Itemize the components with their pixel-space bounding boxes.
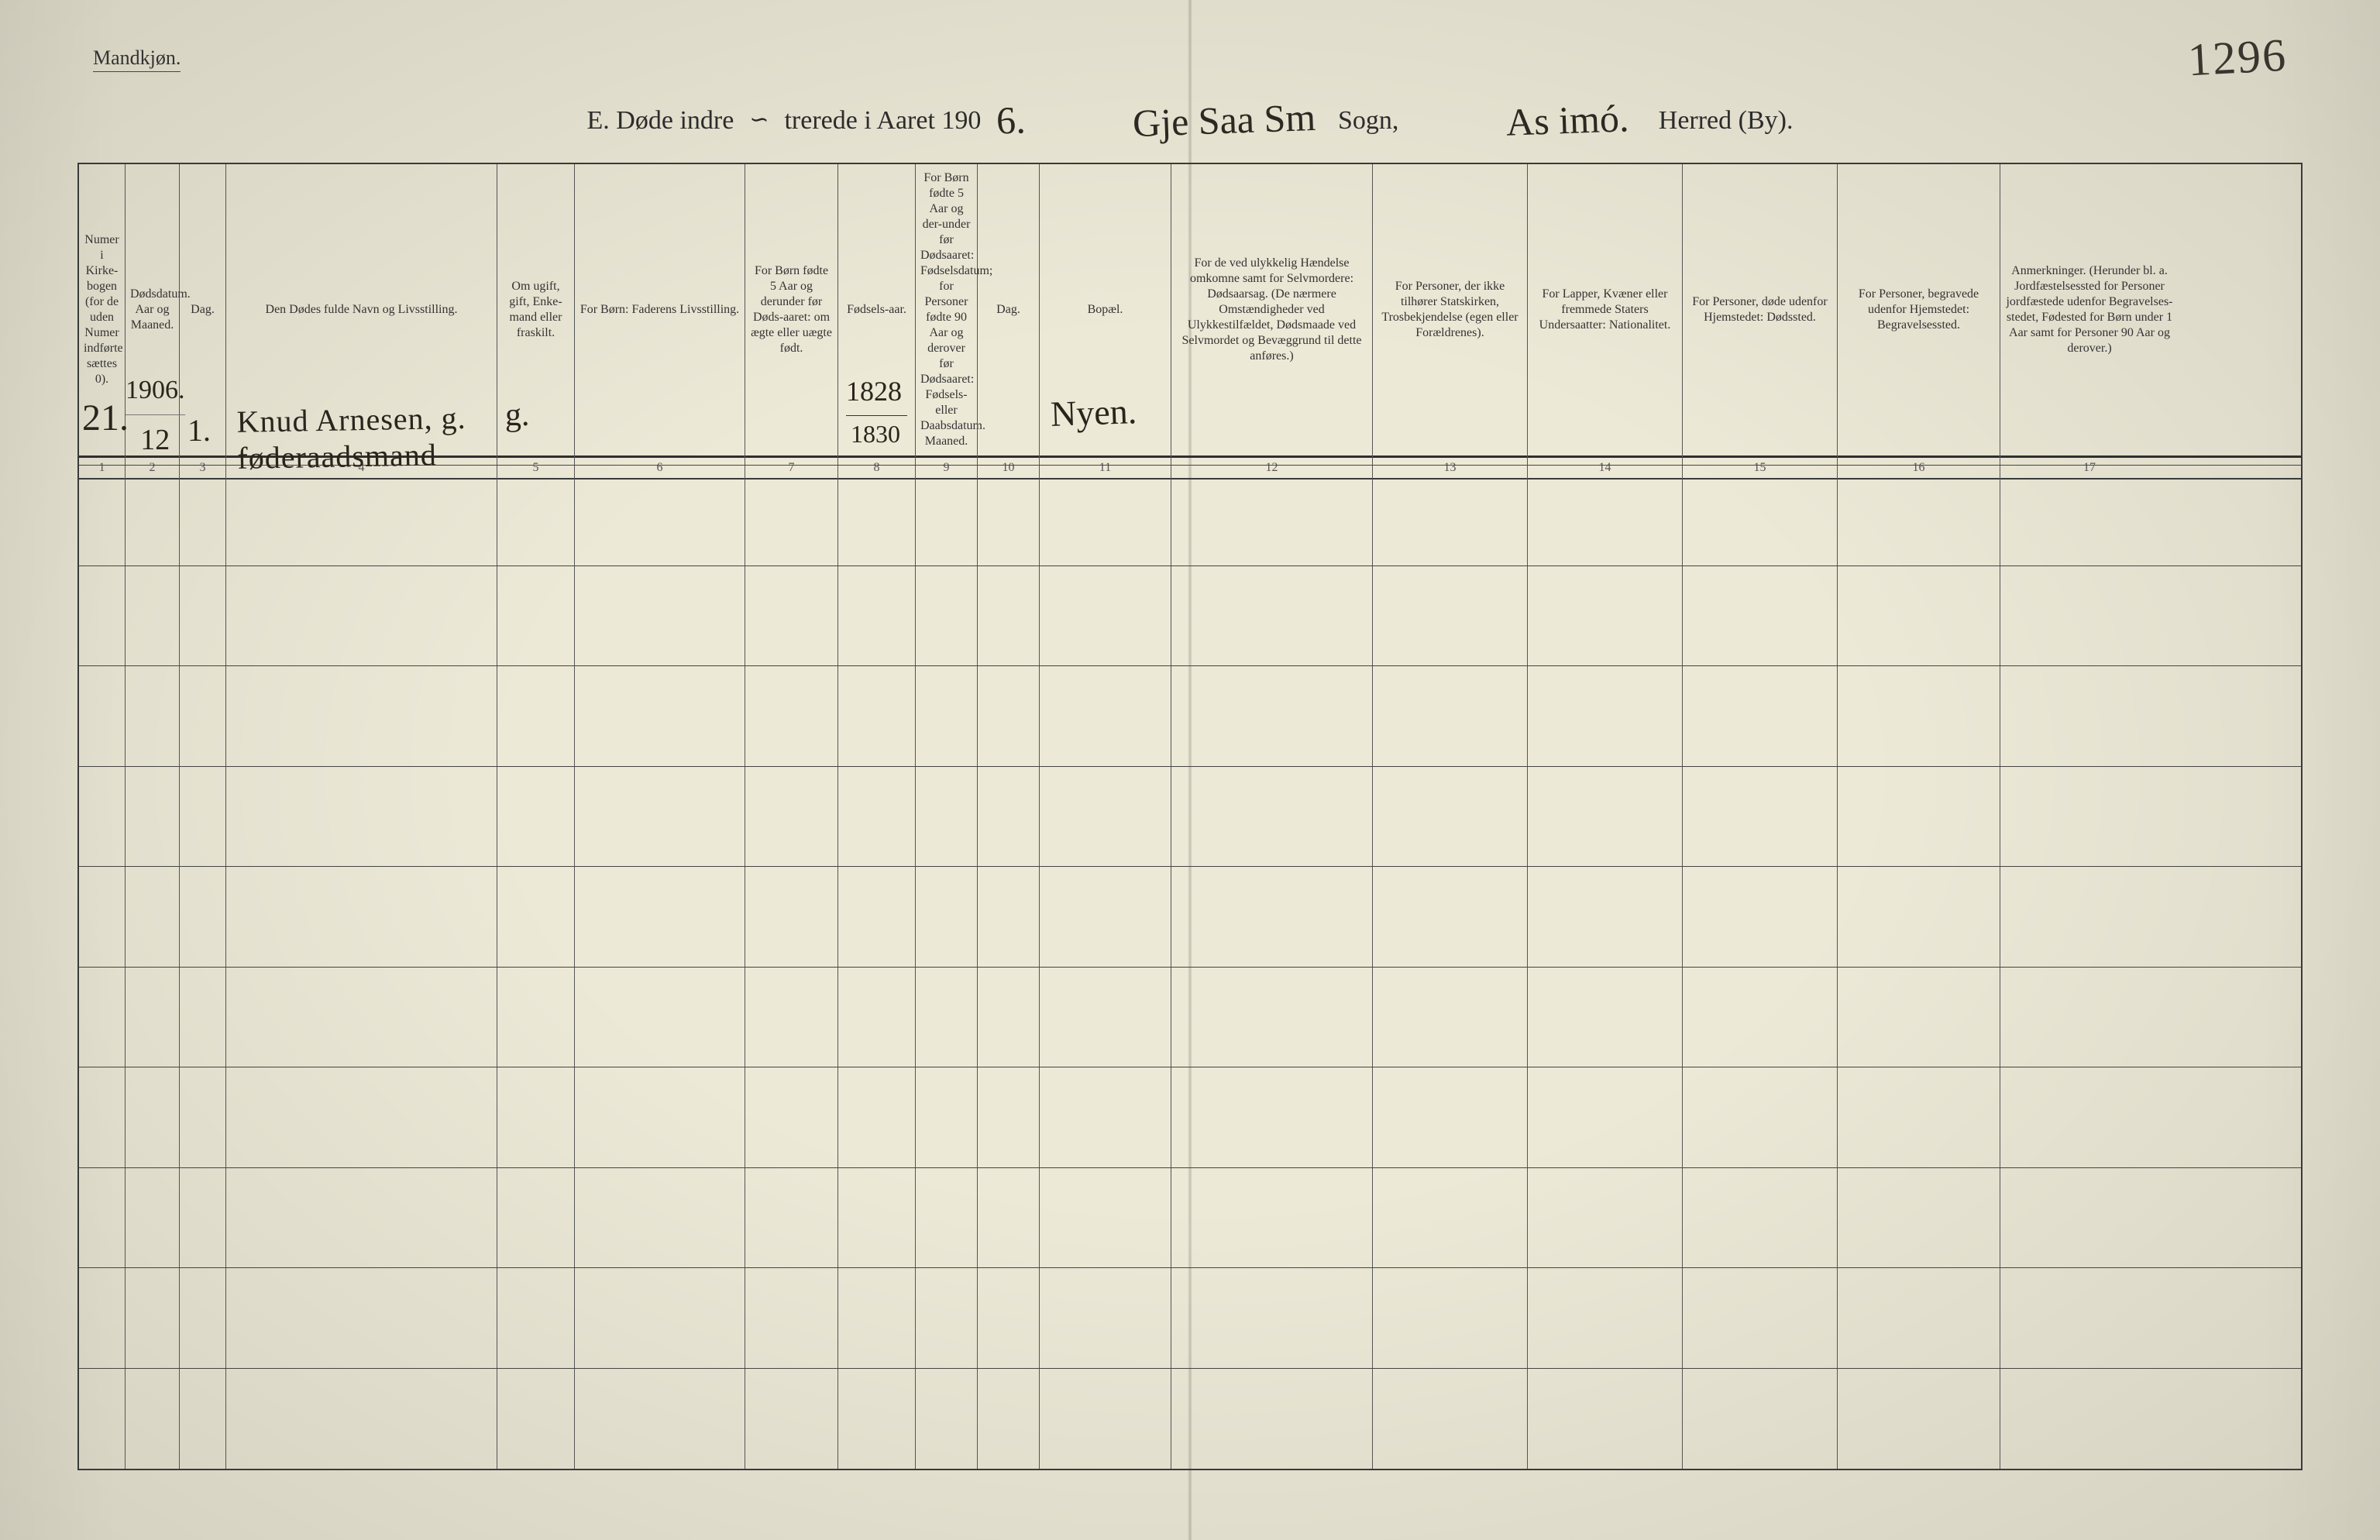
- entry-name: Knud Arnesen, g. føderaadsmand: [236, 399, 497, 476]
- entry-birthyear-top: 1828: [846, 375, 902, 407]
- register-page: Mandkjøn. 1296 E. Døde indre ∽ trerede i A…: [0, 0, 2380, 1540]
- title-smudge-icon: ∽: [749, 106, 769, 133]
- cell-c15: [1683, 366, 1838, 465]
- gender-label: Mandkjøn.: [93, 46, 181, 72]
- cell-c16: [1838, 366, 2000, 465]
- cell-c3: 1.: [180, 366, 226, 465]
- cell-c12: [1171, 366, 1373, 465]
- title-year-hand: 6.: [996, 97, 1027, 143]
- table-row: 21. 1906. 12 1. Knud Arnesen, g. føderaa…: [79, 366, 2301, 466]
- table-row: [79, 968, 2301, 1067]
- entry-day: 1.: [187, 412, 211, 449]
- herred-printed: Herred (By).: [1659, 106, 1794, 136]
- sogn-printed: Sogn,: [1338, 106, 1398, 136]
- cell-c14: [1528, 366, 1683, 465]
- cell-c9: [916, 366, 978, 465]
- cell-c11: Nyen.: [1040, 366, 1171, 465]
- cell-c1: 21.: [79, 366, 126, 465]
- cell-c13: [1373, 366, 1528, 465]
- underline-rule: [846, 415, 907, 416]
- cell-c4: Knud Arnesen, g. føderaadsmand: [226, 366, 497, 465]
- table-row: [79, 1369, 2301, 1469]
- table-row: [79, 466, 2301, 565]
- date-year-month: 1906. 12: [126, 366, 179, 465]
- title-prefix: E. Døde indre: [587, 106, 734, 136]
- entry-year: 1906.: [126, 376, 185, 405]
- cell-c8: 1828 1830: [838, 366, 916, 465]
- table-row: [79, 666, 2301, 766]
- cell-c10: [978, 366, 1040, 465]
- table-body: 21. 1906. 12 1. Knud Arnesen, g. føderaa…: [79, 366, 2301, 1469]
- entry-month: 12: [140, 423, 170, 457]
- entry-birthyear-bottom: 1830: [851, 420, 900, 449]
- cell-c6: [575, 366, 745, 465]
- sogn-hand: Gje Saa Sm: [1132, 95, 1316, 146]
- entry-number: 21.: [82, 397, 129, 439]
- herred-hand: As imó.: [1505, 95, 1629, 144]
- table-row: [79, 1067, 2301, 1167]
- entry-marital-status: g.: [505, 397, 530, 434]
- cell-c7: [745, 366, 838, 465]
- table-row: [79, 867, 2301, 967]
- entry-place: Nyen.: [1050, 390, 1137, 435]
- page-number-handwritten: 1296: [2186, 29, 2288, 88]
- cell-c2: 1906. 12: [126, 366, 180, 465]
- cell-c5: g.: [497, 366, 575, 465]
- table-row: [79, 566, 2301, 666]
- cell-c17: [2000, 366, 2179, 465]
- table-row: [79, 767, 2301, 867]
- register-table: Numer i Kirke-bogen (for de uden Numer i…: [77, 163, 2303, 1470]
- table-row: [79, 1168, 2301, 1268]
- title-row: E. Døde indre∽trerede i Aaret 1906. Gje …: [0, 93, 2380, 138]
- title-mid: trerede i Aaret 190: [784, 106, 981, 136]
- table-row: [79, 1268, 2301, 1368]
